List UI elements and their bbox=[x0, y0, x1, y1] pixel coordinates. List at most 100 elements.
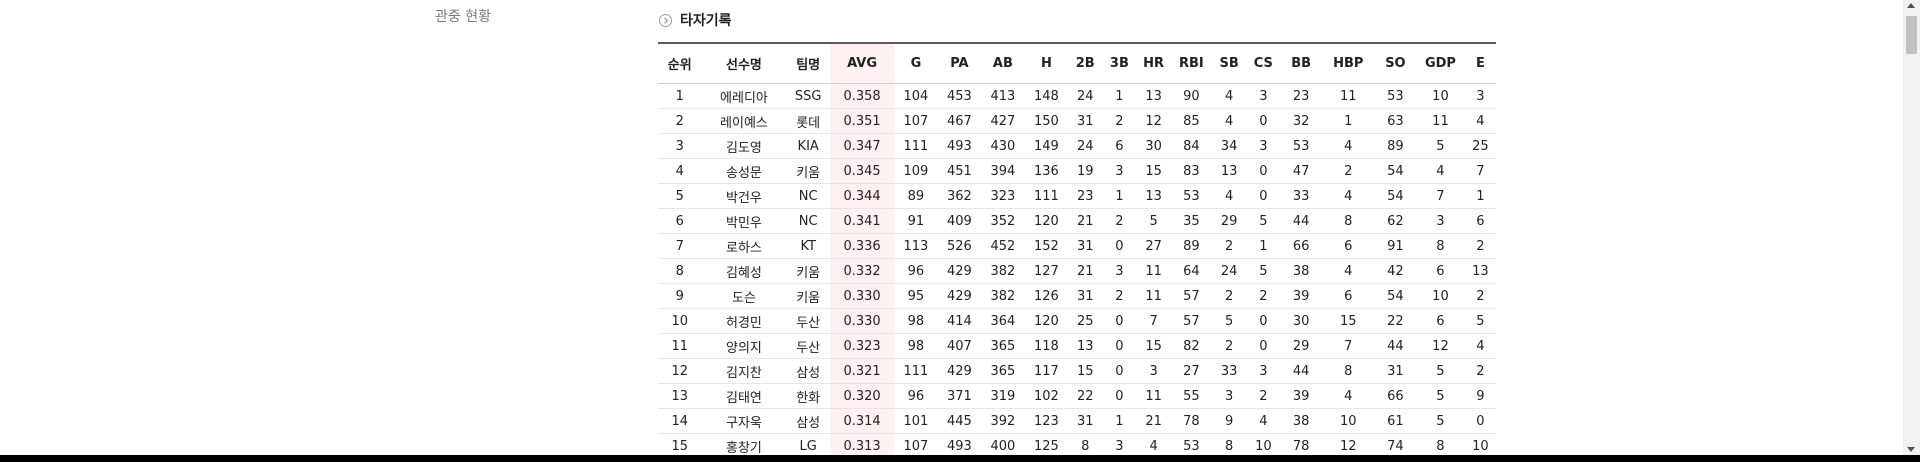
column-header[interactable]: 순위 bbox=[658, 44, 702, 84]
table-row: 5 박건우 NC 0.344 89 362 323 111 23 1 13 53 4 0 33 4 54 7 1 bbox=[658, 183, 1496, 209]
table-cell: 54 bbox=[1374, 158, 1417, 184]
table-cell: 8 bbox=[1416, 233, 1465, 259]
sidebar-link-attendance[interactable]: 관중 현황 bbox=[435, 9, 491, 25]
table-cell: 11 bbox=[1136, 383, 1171, 409]
column-header[interactable]: G bbox=[894, 44, 938, 84]
column-header[interactable]: H bbox=[1024, 44, 1069, 84]
vertical-scrollbar[interactable] bbox=[1903, 0, 1920, 455]
table-cell: 0 bbox=[1246, 108, 1281, 134]
table-cell: 김태연 bbox=[701, 383, 787, 409]
table-cell: 5 bbox=[1416, 383, 1465, 409]
table-cell: 57 bbox=[1170, 308, 1213, 334]
table-cell: 31 bbox=[1068, 408, 1103, 434]
table-cell: 2 bbox=[1212, 283, 1247, 309]
table-cell: 31 bbox=[1068, 233, 1103, 259]
table-cell: 392 bbox=[981, 408, 1025, 434]
table-cell: 63 bbox=[1374, 108, 1417, 134]
table-cell: 111 bbox=[894, 133, 938, 159]
table-cell: 0.351 bbox=[829, 108, 895, 134]
table-cell: 김도영 bbox=[701, 133, 787, 159]
table-cell: 두산 bbox=[786, 333, 830, 359]
table-cell: 10 bbox=[658, 308, 702, 334]
table-cell: 31 bbox=[1374, 358, 1417, 384]
table-cell: 0.358 bbox=[829, 83, 895, 109]
table-cell: 8 bbox=[1068, 433, 1103, 459]
column-header[interactable]: HR bbox=[1136, 44, 1171, 84]
table-cell: 양의지 bbox=[701, 333, 787, 359]
table-row: 7 로하스 KT 0.336 113 526 452 152 31 0 27 89 2 1 66 6 91 8 2 bbox=[658, 233, 1496, 259]
column-header[interactable]: GDP bbox=[1416, 44, 1465, 84]
table-cell: 0.314 bbox=[829, 408, 895, 434]
table-cell: 109 bbox=[894, 158, 938, 184]
column-header[interactable]: RBI bbox=[1170, 44, 1213, 84]
table-cell: 12 bbox=[658, 358, 702, 384]
column-header[interactable]: SB bbox=[1212, 44, 1247, 84]
column-header[interactable]: 2B bbox=[1068, 44, 1103, 84]
column-header[interactable]: HBP bbox=[1321, 44, 1375, 84]
table-cell: 365 bbox=[981, 358, 1025, 384]
table-cell: 한화 bbox=[786, 383, 830, 409]
table-cell: 0 bbox=[1102, 333, 1137, 359]
table-cell: 10 bbox=[1464, 433, 1496, 459]
table-cell: 39 bbox=[1280, 283, 1322, 309]
table-cell: NC bbox=[786, 183, 830, 209]
column-header[interactable]: 3B bbox=[1102, 44, 1137, 84]
table-cell: 38 bbox=[1280, 258, 1322, 284]
table-cell: 3 bbox=[1416, 208, 1465, 234]
column-header[interactable]: PA bbox=[937, 44, 982, 84]
table-cell: 27 bbox=[1136, 233, 1171, 259]
table-cell: 허경민 bbox=[701, 308, 787, 334]
table-cell: 2 bbox=[1102, 283, 1137, 309]
scroll-up-arrow-icon[interactable] bbox=[1907, 3, 1915, 8]
table-cell: 23 bbox=[1068, 183, 1103, 209]
table-cell: 362 bbox=[937, 183, 982, 209]
column-header[interactable]: AB bbox=[981, 44, 1025, 84]
table-cell: 34 bbox=[1212, 133, 1247, 159]
column-header[interactable]: 팀명 bbox=[786, 44, 830, 84]
table-cell: 91 bbox=[894, 208, 938, 234]
table-cell: 5 bbox=[1416, 133, 1465, 159]
table-cell: 1 bbox=[1102, 183, 1137, 209]
table-cell: 8 bbox=[1321, 208, 1375, 234]
table-row: 12 김지찬 삼성 0.321 111 429 365 117 15 0 3 27 33 3 44 8 31 5 2 bbox=[658, 358, 1496, 384]
chevron-right-circle-icon bbox=[659, 13, 672, 27]
column-header[interactable]: BB bbox=[1280, 44, 1322, 84]
table-cell: 10 bbox=[1246, 433, 1281, 459]
table-cell: 371 bbox=[937, 383, 982, 409]
column-header[interactable]: SO bbox=[1374, 44, 1417, 84]
table-row: 3 김도영 KIA 0.347 111 493 430 149 24 6 30 84 34 3 53 4 89 5… bbox=[658, 133, 1496, 159]
table-cell: 0 bbox=[1102, 233, 1137, 259]
table-cell: 120 bbox=[1024, 208, 1069, 234]
column-header[interactable]: E bbox=[1464, 44, 1496, 84]
table-cell: 89 bbox=[1374, 133, 1417, 159]
table-cell: 24 bbox=[1068, 133, 1103, 159]
table-cell: 에레디아 bbox=[701, 83, 787, 109]
table-cell: 8 bbox=[658, 258, 702, 284]
table-cell: 91 bbox=[1374, 233, 1417, 259]
table-cell: 44 bbox=[1280, 208, 1322, 234]
table-cell: 박민우 bbox=[701, 208, 787, 234]
scrollbar-thumb[interactable] bbox=[1906, 16, 1917, 54]
table-cell: 로하스 bbox=[701, 233, 787, 259]
column-header[interactable]: CS bbox=[1246, 44, 1281, 84]
table-cell: 467 bbox=[937, 108, 982, 134]
table-cell: 53 bbox=[1170, 183, 1213, 209]
scroll-down-arrow-icon[interactable] bbox=[1907, 447, 1915, 452]
table-cell: 14 bbox=[658, 408, 702, 434]
table-cell: 7 bbox=[1136, 308, 1171, 334]
table-cell: 54 bbox=[1374, 283, 1417, 309]
column-header[interactable]: AVG bbox=[829, 44, 895, 84]
table-cell: 9 bbox=[1212, 408, 1247, 434]
table-cell: 0.323 bbox=[829, 333, 895, 359]
table-cell: 84 bbox=[1170, 133, 1213, 159]
table-cell: 롯데 bbox=[786, 108, 830, 134]
table-cell: 삼성 bbox=[786, 358, 830, 384]
column-header[interactable]: 선수명 bbox=[701, 44, 787, 84]
table-cell: 10 bbox=[1416, 83, 1465, 109]
table-cell: 429 bbox=[937, 358, 982, 384]
table-row: 10 허경민 두산 0.330 98 414 364 120 25 0 7 57 5 0 30 15 22 6 5 bbox=[658, 308, 1496, 334]
table-cell: 117 bbox=[1024, 358, 1069, 384]
table-cell: 493 bbox=[937, 133, 982, 159]
table-cell: 21 bbox=[1068, 258, 1103, 284]
table-cell: 451 bbox=[937, 158, 982, 184]
